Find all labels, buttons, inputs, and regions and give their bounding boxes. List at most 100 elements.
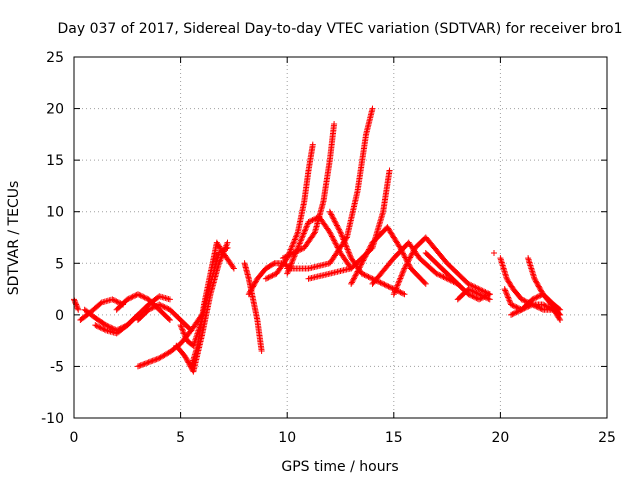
series-arc-27 [508, 301, 564, 324]
x-tick-label: 25 [598, 430, 616, 446]
data-point [342, 240, 349, 247]
data-point [124, 296, 131, 303]
data-point [408, 251, 415, 258]
data-point [353, 271, 360, 278]
data-point [344, 246, 351, 253]
data-points [71, 105, 564, 375]
data-point [338, 230, 345, 237]
data-point [522, 304, 529, 311]
data-point [166, 296, 173, 303]
data-point [366, 245, 373, 252]
data-point [478, 292, 485, 299]
data-point [491, 249, 498, 256]
data-point [392, 286, 399, 293]
data-point [300, 230, 307, 237]
data-point [397, 274, 404, 281]
data-point [341, 239, 348, 246]
data-point [348, 280, 355, 287]
data-point [264, 275, 271, 282]
data-point [129, 293, 136, 300]
data-point [351, 275, 358, 282]
data-point [142, 360, 149, 367]
data-point [326, 229, 333, 236]
data-point [355, 267, 362, 274]
data-point [182, 354, 189, 361]
data-point [330, 215, 337, 222]
data-point [437, 272, 444, 279]
data-point [484, 295, 491, 302]
data-point [100, 326, 107, 333]
data-point [481, 293, 488, 300]
data-point [342, 242, 349, 249]
x-tick-label: 20 [491, 430, 509, 446]
data-point [532, 302, 539, 309]
data-point [329, 214, 336, 221]
data-point [521, 297, 528, 304]
data-point [526, 302, 533, 309]
data-point [358, 270, 365, 277]
data-point [156, 301, 163, 308]
data-point [441, 274, 448, 281]
data-point [433, 270, 440, 277]
data-point [538, 288, 545, 295]
data-point [339, 233, 346, 240]
data-point [145, 306, 152, 313]
data-point [517, 307, 524, 314]
data-point [97, 324, 104, 331]
data-point [309, 217, 316, 224]
data-point [538, 306, 545, 313]
data-point [333, 221, 340, 228]
data-point [126, 295, 133, 302]
data-point [537, 286, 544, 293]
data-point [286, 264, 293, 271]
data-point [334, 223, 341, 230]
data-point [485, 295, 492, 302]
data-point [158, 302, 165, 309]
data-point [298, 236, 305, 243]
y-tick-label: 10 [46, 205, 64, 221]
data-point [368, 242, 375, 249]
data-point [405, 257, 412, 264]
data-point [466, 281, 473, 288]
data-point [537, 305, 544, 312]
data-point [282, 253, 289, 260]
data-point [252, 279, 259, 286]
data-point [305, 219, 312, 226]
series-arc-15 [284, 105, 376, 272]
data-point [401, 265, 408, 272]
data-point [285, 252, 292, 259]
data-point [250, 282, 257, 289]
data-point [312, 215, 319, 222]
data-point [473, 295, 480, 302]
data-point [285, 267, 292, 274]
data-point [74, 304, 81, 311]
data-point [249, 284, 256, 291]
data-point [258, 347, 265, 354]
data-point [331, 237, 338, 244]
data-point [248, 286, 255, 293]
series-arc-23 [454, 286, 493, 303]
data-point [250, 283, 257, 290]
data-point [292, 235, 299, 242]
data-point [287, 263, 294, 270]
data-point [518, 296, 525, 303]
data-point [343, 243, 350, 250]
data-point [409, 250, 416, 257]
data-point [153, 302, 160, 309]
data-point [245, 291, 252, 298]
data-point [476, 286, 483, 293]
data-point [475, 285, 482, 292]
data-point [360, 256, 367, 263]
y-tick-label: 0 [55, 308, 64, 324]
data-point [407, 254, 414, 261]
data-point [179, 326, 186, 333]
series-arc-28 [525, 255, 564, 318]
data-point [391, 289, 398, 296]
series-arc-26 [501, 286, 564, 313]
data-point [556, 310, 563, 317]
data-point [281, 254, 288, 261]
data-point [252, 278, 259, 285]
data-point [393, 284, 400, 291]
data-point [532, 295, 539, 302]
data-point [365, 273, 372, 280]
